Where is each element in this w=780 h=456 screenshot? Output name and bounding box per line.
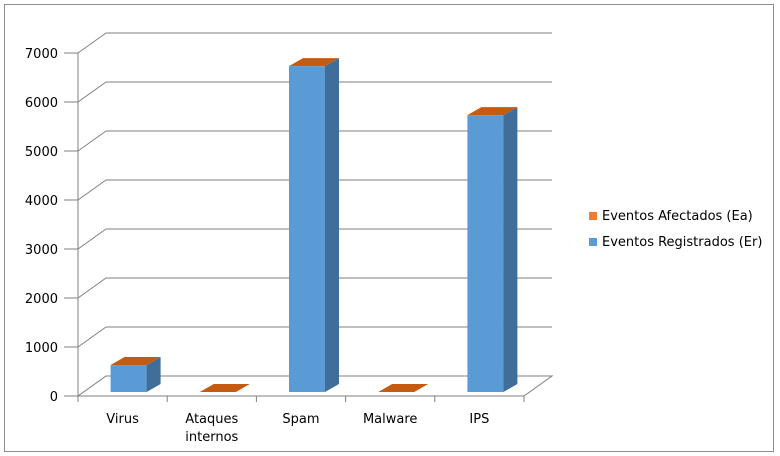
x-axis-categories: Virus Ataques internos Spam Malware IPS [106, 412, 489, 445]
bar-afectados [378, 384, 429, 392]
x-category-label: IPS [469, 412, 489, 427]
x-category-label: Spam [282, 412, 319, 427]
bar-top [110, 357, 161, 366]
legend: Eventos Afectados (Ea) Eventos Registrado… [589, 209, 762, 250]
axes [76, 53, 554, 402]
y-tick-label: 3000 [25, 243, 58, 258]
x-category-label: internos [185, 430, 238, 445]
bar-registrados [289, 66, 325, 393]
y-tick-label: 1000 [25, 341, 58, 356]
y-tick-label: 2000 [25, 292, 58, 307]
gridline-side [77, 32, 107, 54]
floor [76, 375, 554, 397]
gridline-side [77, 277, 107, 299]
gridline-side [77, 130, 107, 152]
legend-label: Eventos Registrados (Er) [602, 235, 762, 250]
x-category-label: Malware [363, 412, 417, 427]
legend-label: Eventos Afectados (Ea) [602, 209, 753, 224]
bar-top [467, 107, 518, 116]
bar-top [289, 58, 339, 67]
y-tick-label: 7000 [25, 47, 58, 62]
y-tick-label: 4000 [25, 194, 58, 209]
bar-afectados [199, 384, 250, 392]
y-tick-label: 5000 [25, 145, 58, 160]
bars [110, 58, 518, 393]
legend-swatch [589, 238, 597, 246]
x-category-label: Virus [106, 412, 139, 427]
y-axis-ticks: 0 1000 2000 3000 4000 5000 6000 7000 [25, 47, 78, 405]
y-tick-label: 6000 [25, 96, 58, 111]
bar-registrados [110, 365, 147, 392]
bar-registrados [467, 115, 504, 393]
bar-registrados-side [503, 107, 518, 393]
bar-registrados-side [325, 58, 339, 393]
bar-registrados-side [146, 357, 161, 392]
gridline-side [77, 326, 107, 348]
legend-swatch [589, 212, 597, 220]
gridline-side [77, 179, 107, 201]
x-category-label: Ataques [185, 412, 238, 427]
gridline-side [77, 81, 107, 103]
gridline-side [77, 228, 107, 250]
y-tick-label: 0 [50, 390, 58, 405]
